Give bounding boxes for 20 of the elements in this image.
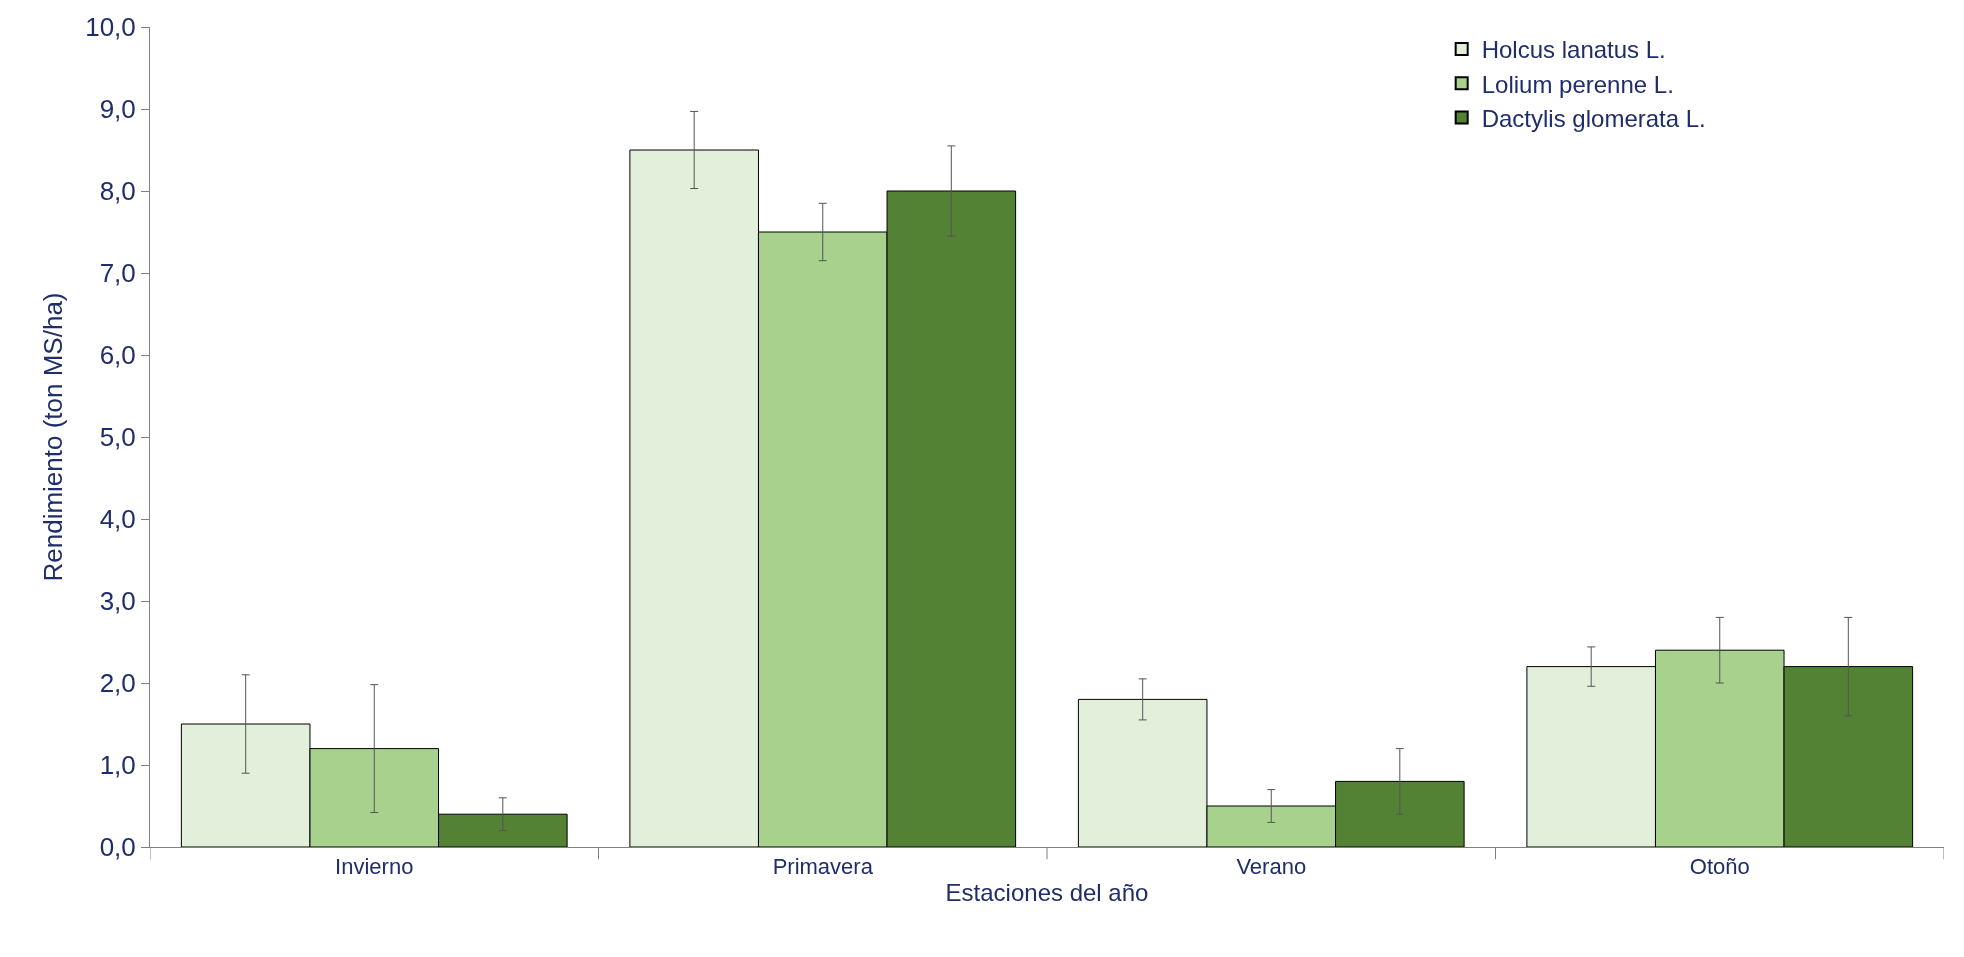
y-tick-label: 8,0 — [99, 176, 136, 207]
y-tick-label: 5,0 — [99, 422, 136, 453]
y-tick-label: 10,0 — [85, 12, 136, 43]
x-tick-label: Otoño — [1689, 854, 1750, 880]
x-axis-title: Estaciones del año — [945, 878, 1149, 906]
y-tick-label: 4,0 — [99, 504, 136, 535]
legend-label: Holcus lanatus L. — [1481, 36, 1666, 64]
y-axis-title: Rendimiento (ton MS/ha) — [37, 292, 68, 582]
y-tick-label: 2,0 — [99, 668, 136, 699]
y-tick-label: 3,0 — [99, 586, 136, 617]
y-tick-label: 7,0 — [99, 258, 136, 289]
y-tick-label: 9,0 — [99, 94, 136, 125]
x-tick-label: Verano — [1236, 854, 1307, 880]
x-tick-label: Primavera — [772, 854, 874, 880]
legend-label: Lolium perenne L. — [1481, 70, 1674, 98]
y-tick-label: 0,0 — [99, 832, 136, 863]
y-tick-label: 6,0 — [99, 340, 136, 371]
x-tick-label: Invierno — [335, 854, 414, 880]
legend-label: Dactylis glomerata L. — [1481, 104, 1706, 132]
y-tick-label: 1,0 — [99, 750, 136, 781]
